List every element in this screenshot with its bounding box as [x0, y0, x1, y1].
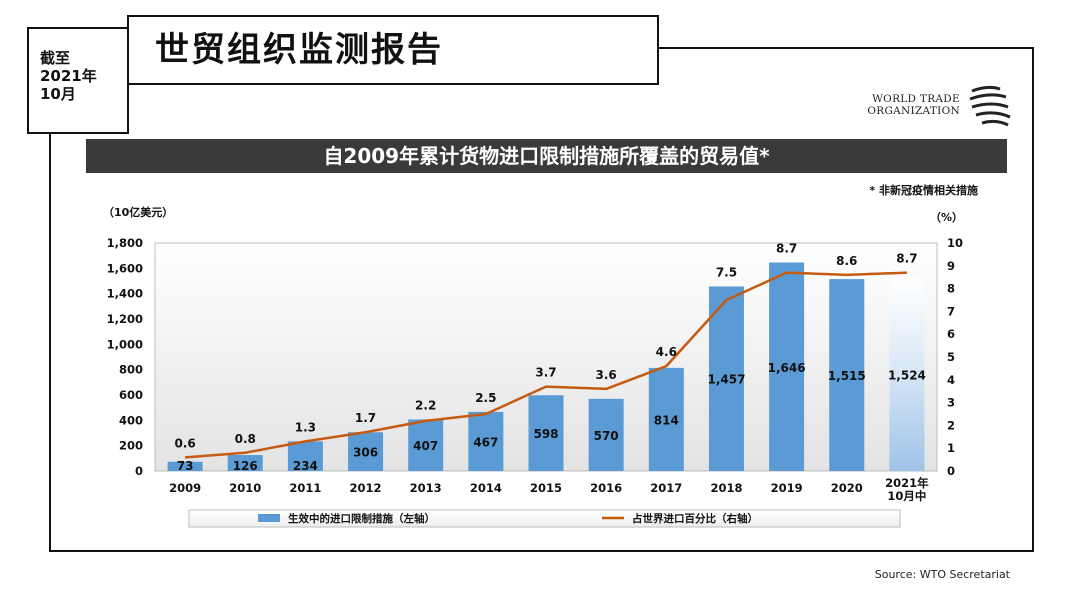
- y-tick-right: 0: [947, 464, 955, 478]
- line-value-label: 2.5: [475, 391, 496, 405]
- y-tick-right: 5: [947, 350, 955, 364]
- x-tick-label: 2013: [410, 481, 442, 495]
- wto-logo-text: WORLD TRADE ORGANIZATION: [862, 93, 960, 117]
- line-series-world-share: [184, 271, 907, 459]
- line-value-label: 3.6: [596, 368, 617, 382]
- bar-2019: [769, 262, 805, 471]
- bar-value-label: 306: [353, 446, 378, 460]
- y-tick-left: 0: [135, 464, 143, 478]
- y-tick-left: 1,400: [107, 287, 143, 301]
- x-tick-label: 10月中: [887, 489, 926, 503]
- x-tick-label: 2020: [831, 481, 863, 495]
- y-tick-right: 6: [947, 327, 955, 341]
- bar-2010: [227, 455, 263, 471]
- y-tick-left: 1,000: [107, 337, 143, 351]
- y-tick-right: 8: [947, 282, 955, 296]
- x-tick-label: 2019: [771, 481, 803, 495]
- legend-label-bars: 生效中的进口限制措施（左轴）: [288, 512, 435, 525]
- bar-2014: [468, 411, 504, 471]
- wto-logo-line2: ORGANIZATION: [867, 105, 960, 117]
- bar-value-label: 814: [654, 413, 679, 427]
- bar-2018: [708, 286, 744, 471]
- bar-value-label: 467: [473, 435, 498, 449]
- x-tick-label: 2011: [289, 481, 321, 495]
- x-tick-label: 2016: [590, 481, 622, 495]
- bar-2011: [287, 441, 323, 471]
- legend-label-line: 占世界进口百分比（右轴）: [632, 512, 758, 525]
- bar-2020: [829, 279, 865, 471]
- line-value-label: 8.6: [836, 254, 857, 268]
- bar-value-label: 598: [533, 427, 558, 441]
- bar-value-label: 73: [177, 459, 194, 473]
- y-tick-right: 1: [947, 441, 955, 455]
- wto-logo-line1: WORLD TRADE: [872, 93, 960, 105]
- bar-value-label: 1,646: [768, 361, 806, 375]
- y-tick-right: 2: [947, 418, 955, 432]
- y-tick-left: 400: [119, 413, 143, 427]
- y-tick-left: 800: [119, 363, 143, 377]
- y-tick-left: 600: [119, 388, 143, 402]
- bar-value-label: 126: [233, 459, 258, 473]
- line-value-label: 4.6: [656, 345, 677, 359]
- chart-footnote: * 非新冠疫情相关措施: [869, 184, 978, 197]
- date-box: 截至 2021年 10月: [27, 27, 129, 134]
- y-axis-right-unit: （%）: [930, 211, 963, 224]
- y-tick-left: 200: [119, 439, 143, 453]
- bar-value-label: 1,524: [888, 368, 926, 382]
- x-tick-label: 2017: [650, 481, 682, 495]
- bar-value-label: 234: [293, 459, 318, 473]
- y-tick-right: 3: [947, 396, 955, 410]
- x-tick-label: 2014: [470, 481, 502, 495]
- bar-2012: [348, 432, 384, 471]
- line-value-label: 3.7: [535, 366, 556, 380]
- line-value-label: 0.8: [235, 432, 256, 446]
- x-tick-label: 2009: [169, 481, 201, 495]
- bar-value-label: 570: [594, 429, 619, 443]
- line-value-label: 0.6: [174, 436, 195, 450]
- chart-title: 自2009年累计货物进口限制措施所覆盖的贸易值*: [86, 139, 1007, 173]
- y-tick-right: 10: [947, 236, 963, 250]
- y-tick-left: 1,600: [107, 261, 143, 275]
- y-axis-left-unit: （10亿美元）: [103, 205, 173, 219]
- y-tick-right: 4: [947, 373, 955, 387]
- line-value-label: 7.5: [716, 265, 737, 279]
- y-tick-right: 9: [947, 259, 955, 273]
- line-value-label: 1.3: [295, 420, 316, 434]
- bar-2013: [408, 419, 444, 471]
- y-tick-right: 7: [947, 304, 955, 318]
- bar-value-label: 1,515: [828, 369, 866, 383]
- page-title: 世贸组织监测报告: [127, 15, 659, 85]
- line-value-label: 8.7: [896, 252, 917, 266]
- x-tick-label: 2021年: [885, 476, 929, 490]
- wto-emblem-icon: [969, 85, 1011, 127]
- legend-swatch-bars: [258, 514, 280, 522]
- x-tick-label: 2018: [710, 481, 742, 495]
- bar-2021年: [889, 277, 925, 471]
- y-tick-left: 1,200: [107, 312, 143, 326]
- y-tick-left: 1,800: [107, 236, 143, 250]
- bar-value-label: 407: [413, 439, 438, 453]
- x-tick-label: 2010: [229, 481, 261, 495]
- legend-box: [188, 509, 901, 528]
- x-tick-label: 2012: [350, 481, 382, 495]
- source-note: Source: WTO Secretariat: [874, 568, 1010, 581]
- bar-2016: [588, 398, 624, 471]
- line-value-label: 1.7: [355, 411, 376, 425]
- bar-2009: [167, 461, 203, 471]
- bar-2015: [528, 395, 564, 471]
- wto-logo: WORLD TRADE ORGANIZATION: [862, 83, 1014, 129]
- bar-value-label: 1,457: [707, 373, 745, 387]
- line-value-label: 2.2: [415, 398, 436, 412]
- x-tick-label: 2015: [530, 481, 562, 495]
- line-value-label: 8.7: [776, 242, 797, 256]
- bar-2017: [648, 367, 684, 471]
